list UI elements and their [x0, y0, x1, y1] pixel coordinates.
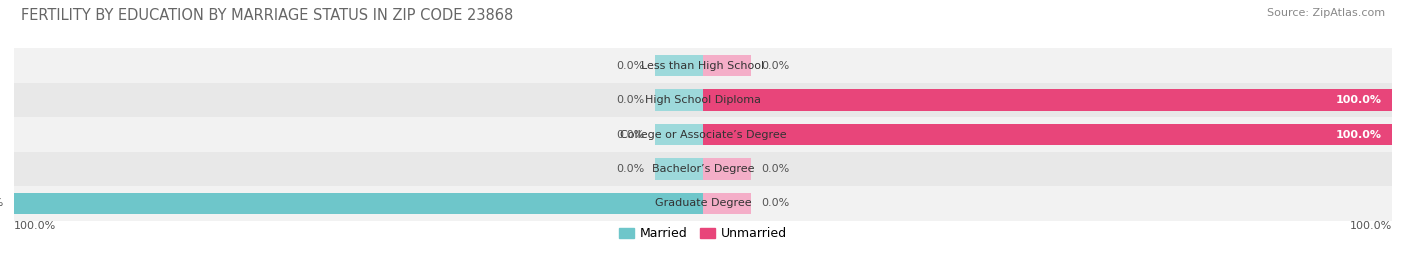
Bar	[703, 124, 1392, 145]
Text: 100.0%: 100.0%	[1350, 221, 1392, 231]
Text: 100.0%: 100.0%	[0, 198, 4, 208]
Text: 100.0%: 100.0%	[14, 221, 56, 231]
Bar	[703, 55, 751, 76]
Text: Bachelor’s Degree: Bachelor’s Degree	[652, 164, 754, 174]
Text: 0.0%: 0.0%	[762, 198, 790, 208]
Text: College or Associate’s Degree: College or Associate’s Degree	[620, 129, 786, 140]
Text: 100.0%: 100.0%	[1336, 95, 1382, 105]
Text: 0.0%: 0.0%	[616, 61, 644, 71]
Bar	[655, 158, 703, 180]
Bar	[655, 89, 703, 111]
Text: 0.0%: 0.0%	[616, 129, 644, 140]
Bar	[14, 186, 1392, 221]
Bar	[655, 124, 703, 145]
Bar	[14, 117, 1392, 152]
Bar	[703, 89, 1392, 111]
Text: 0.0%: 0.0%	[762, 61, 790, 71]
Text: High School Diploma: High School Diploma	[645, 95, 761, 105]
Text: Less than High School: Less than High School	[641, 61, 765, 71]
Text: Source: ZipAtlas.com: Source: ZipAtlas.com	[1267, 8, 1385, 18]
Text: FERTILITY BY EDUCATION BY MARRIAGE STATUS IN ZIP CODE 23868: FERTILITY BY EDUCATION BY MARRIAGE STATU…	[21, 8, 513, 23]
Text: 100.0%: 100.0%	[1336, 129, 1382, 140]
Text: 0.0%: 0.0%	[616, 95, 644, 105]
Bar	[14, 83, 1392, 117]
Bar	[703, 158, 751, 180]
Legend: Married, Unmarried: Married, Unmarried	[613, 222, 793, 245]
Text: 0.0%: 0.0%	[616, 164, 644, 174]
Bar	[703, 193, 751, 214]
Text: 0.0%: 0.0%	[762, 164, 790, 174]
Bar	[655, 55, 703, 76]
Bar	[14, 193, 703, 214]
Bar	[14, 48, 1392, 83]
Bar	[14, 152, 1392, 186]
Text: Graduate Degree: Graduate Degree	[655, 198, 751, 208]
